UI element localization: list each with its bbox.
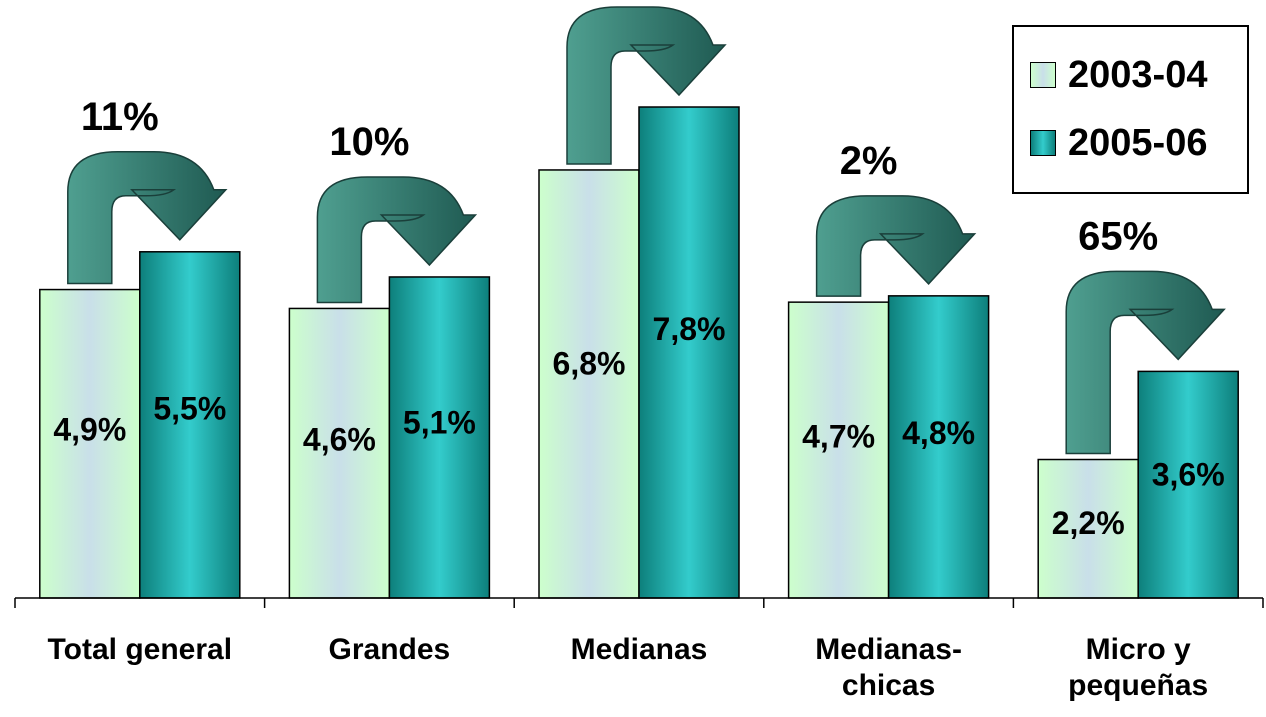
data-label-2-2: 7,8% — [653, 311, 726, 347]
bar-2-4 — [1137, 370, 1239, 599]
growth-arrow-4 — [1065, 270, 1226, 455]
growth-arrow-2 — [566, 6, 727, 165]
bar-2-2 — [638, 106, 740, 599]
category-label-3: Medianas- chicas — [815, 633, 962, 702]
bar-2-1 — [388, 276, 491, 599]
legend-item-series-2: 2005-06 — [1030, 121, 1208, 164]
growth-arrow-1 — [316, 176, 478, 304]
growth-label-0: 11% — [81, 95, 159, 139]
data-label-1-1: 4,6% — [303, 422, 376, 458]
bar-2-3 — [887, 295, 990, 599]
data-label-2-0: 5,5% — [153, 391, 226, 427]
data-label-1-0: 4,9% — [53, 411, 126, 447]
data-label-2-3: 4,8% — [902, 415, 975, 451]
growth-arrow-3 — [815, 195, 977, 297]
bar-1-2 — [538, 169, 640, 599]
growth-label-1: 10% — [329, 120, 409, 164]
bar-1-1 — [288, 307, 391, 599]
bar-2-0 — [139, 251, 241, 599]
growth-arrow-0 — [67, 151, 228, 285]
category-label-2: Medianas — [570, 633, 708, 666]
category-label-1: Grandes — [328, 633, 451, 666]
data-label-2-1: 5,1% — [403, 404, 476, 440]
legend-label-series-2: 2005-06 — [1068, 121, 1208, 164]
data-label-1-2: 6,8% — [553, 346, 626, 382]
category-label-4: Micro y pequeñas — [1068, 633, 1209, 702]
data-label-1-4: 2,2% — [1052, 505, 1125, 541]
legend-item-series-1: 2003-04 — [1030, 53, 1208, 96]
bar-1-0 — [39, 288, 141, 599]
data-label-1-3: 4,7% — [802, 418, 875, 454]
legend-swatch-series-1 — [1030, 62, 1056, 88]
legend-swatch-series-2 — [1030, 130, 1056, 156]
growth-label-4: 65% — [1078, 214, 1158, 258]
category-label-0: Total general — [47, 633, 233, 666]
data-label-2-4: 3,6% — [1152, 456, 1225, 492]
legend: 2003-04 2005-06 — [1012, 25, 1249, 194]
legend-label-series-1: 2003-04 — [1068, 53, 1208, 96]
growth-label-3: 2% — [840, 139, 898, 183]
